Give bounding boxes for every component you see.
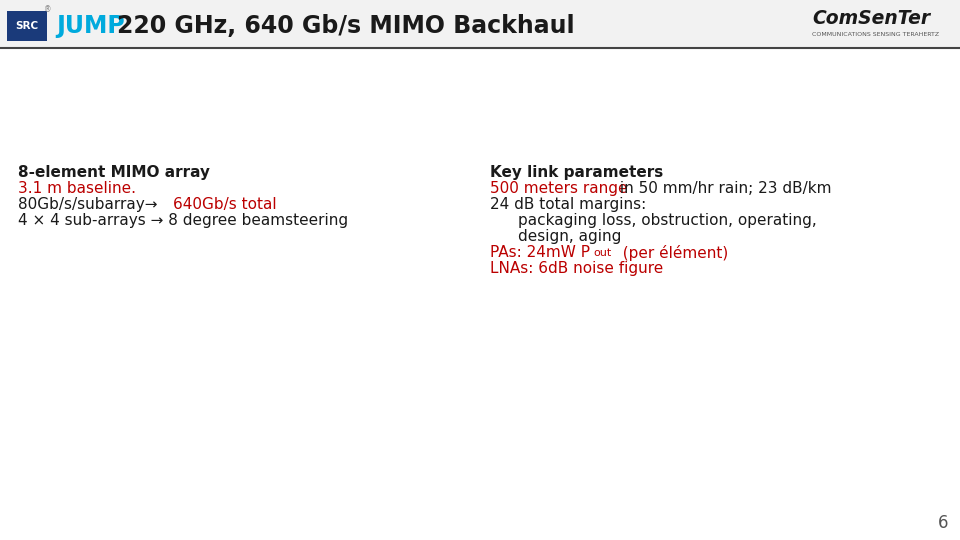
Text: packaging loss, obstruction, operating,: packaging loss, obstruction, operating, <box>518 213 817 228</box>
Text: JUMP: JUMP <box>56 14 125 38</box>
FancyBboxPatch shape <box>0 48 960 540</box>
Text: 220 GHz, 640 Gb/s MIMO Backhaul: 220 GHz, 640 Gb/s MIMO Backhaul <box>117 14 575 38</box>
Text: ®: ® <box>44 5 52 15</box>
Text: 80Gb/s/subarray→: 80Gb/s/subarray→ <box>18 197 162 212</box>
Text: SRC: SRC <box>15 21 38 31</box>
Text: ComSenTer: ComSenTer <box>812 9 930 28</box>
Text: 8-element MIMO array: 8-element MIMO array <box>18 165 210 180</box>
Text: PAs: 24mW P: PAs: 24mW P <box>490 245 590 260</box>
Text: 500 meters range: 500 meters range <box>490 181 628 196</box>
FancyBboxPatch shape <box>0 0 960 48</box>
Text: 640Gb/s total: 640Gb/s total <box>173 197 276 212</box>
Text: 4 × 4 sub-arrays → 8 degree beamsteering: 4 × 4 sub-arrays → 8 degree beamsteering <box>18 213 348 228</box>
Text: 24 dB total margins:: 24 dB total margins: <box>490 197 646 212</box>
Text: design, aging: design, aging <box>518 229 621 244</box>
Text: 6: 6 <box>938 514 948 532</box>
Text: in 50 mm/hr rain; 23 dB/km: in 50 mm/hr rain; 23 dB/km <box>615 181 831 196</box>
Text: Key link parameters: Key link parameters <box>490 165 663 180</box>
Text: out: out <box>593 248 612 258</box>
Text: 3.1 m baseline.: 3.1 m baseline. <box>18 181 136 196</box>
Text: LNAs: 6dB noise figure: LNAs: 6dB noise figure <box>490 261 663 276</box>
FancyBboxPatch shape <box>7 11 47 41</box>
Text: COMMUNICATIONS SENSING TERAHERTZ: COMMUNICATIONS SENSING TERAHERTZ <box>812 32 939 37</box>
Text: (per élément): (per élément) <box>613 245 729 261</box>
